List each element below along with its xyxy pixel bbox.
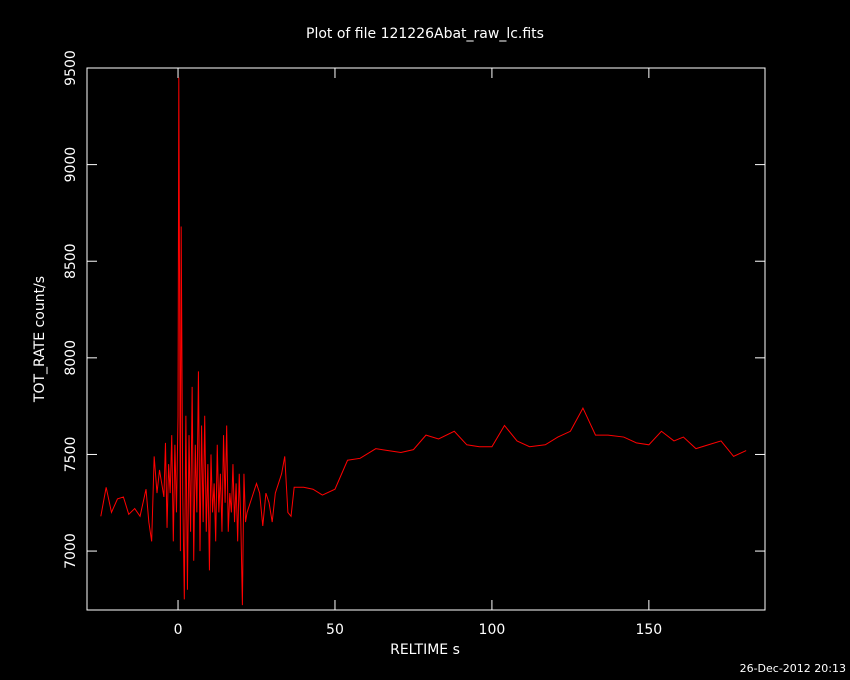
footer-timestamp: 26-Dec-2012 20:13: [740, 662, 846, 675]
x-tick-label: 0: [174, 622, 183, 638]
y-axis-label: TOT_RATE count/s: [32, 276, 48, 403]
x-axis-label: RELTIME s: [390, 642, 460, 658]
x-tick-label: 50: [326, 622, 344, 638]
y-tick-label: 9500: [63, 50, 79, 86]
y-tick-label: 8500: [63, 243, 79, 279]
plot-frame: [86, 67, 766, 611]
y-tick-label: 7500: [63, 437, 79, 473]
light-curve: [100, 77, 747, 606]
chart-title: Plot of file 121226Abat_raw_lc.fits: [306, 26, 544, 42]
y-tick-label: 8000: [63, 340, 79, 376]
y-tick-label: 7000: [63, 533, 79, 569]
x-tick-label: 150: [635, 622, 662, 638]
y-tick-label: 9000: [63, 147, 79, 183]
x-tick-label: 100: [479, 622, 506, 638]
